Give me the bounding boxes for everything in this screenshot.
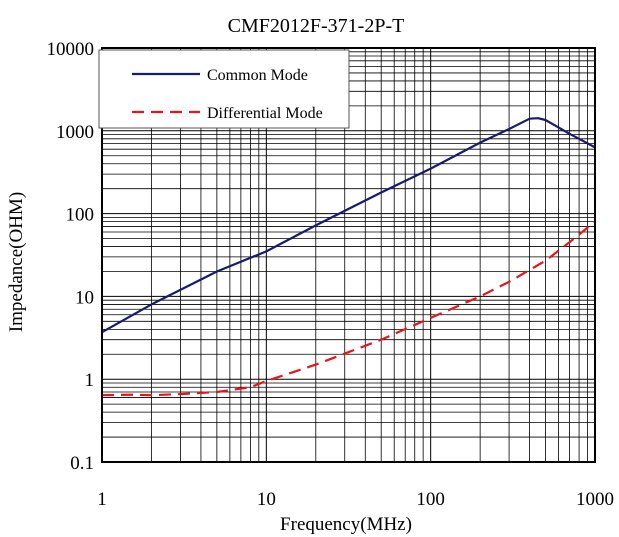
y-tick-label: 100 <box>66 205 95 226</box>
series-line-differential-mode <box>101 220 596 397</box>
series-line-common-mode <box>101 117 596 334</box>
x-tick-label: 10 <box>257 489 276 510</box>
y-tick-label: 0.1 <box>70 453 94 474</box>
series-lines <box>101 117 596 397</box>
y-tick-label: 10 <box>75 287 94 308</box>
legend-entry: Common Mode <box>207 67 308 84</box>
plot-frame <box>101 47 596 463</box>
y-tick-label: 1 <box>85 370 95 391</box>
legend: Common Mode Differential Mode <box>98 49 350 129</box>
x-tick-label: 1 <box>97 489 107 510</box>
x-tick-label: 100 <box>416 489 445 510</box>
y-tick-label: 10000 <box>47 39 95 60</box>
legend-box <box>98 49 350 129</box>
y-tick-label: 1000 <box>56 122 94 143</box>
chart-title: CMF2012F-371-2P-T <box>228 15 405 37</box>
x-tick-label: 1000 <box>576 489 614 510</box>
legend-entry: Differential Mode <box>207 105 323 122</box>
y-axis-label: Impedance(OHM) <box>6 192 27 332</box>
x-axis-label: Frequency(MHz) <box>280 514 412 535</box>
